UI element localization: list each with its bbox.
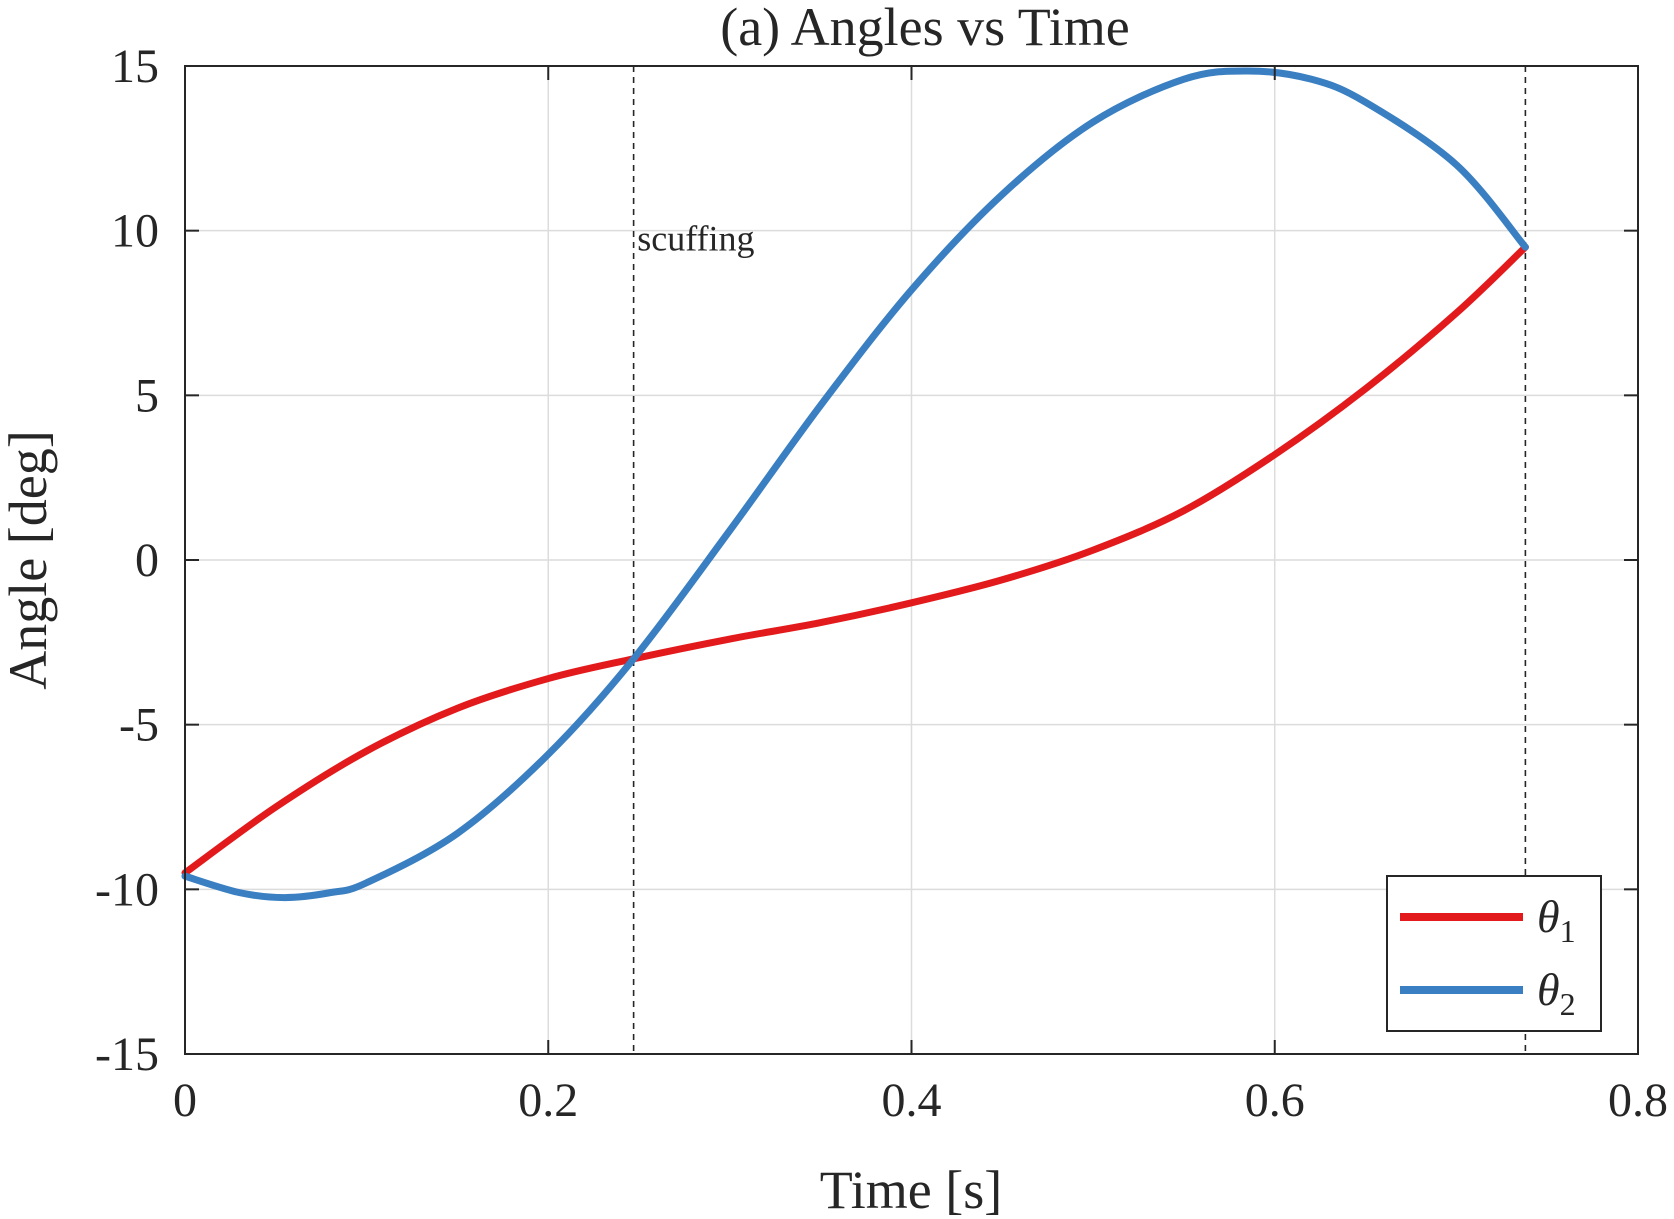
- legend-symbol-theta2: θ: [1537, 964, 1560, 1015]
- tick-labels: 0 0.2 0.4 0.6 0.8 -15 -10 -5 0 5 10 15: [95, 40, 1668, 1127]
- legend-box: [1386, 875, 1602, 1032]
- x-tick-label: 0.6: [1245, 1074, 1305, 1127]
- legend-subscript-theta1: 1: [1560, 913, 1576, 949]
- legend: θ1 θ2: [1386, 875, 1602, 1032]
- legend-subscript-theta2: 2: [1560, 986, 1576, 1022]
- series-group: [181, 67, 1529, 902]
- y-tick-label: -10: [95, 863, 159, 916]
- y-tick-label: -5: [119, 699, 159, 752]
- y-tick-label: -15: [95, 1028, 159, 1081]
- series-line-theta1: [181, 243, 1529, 877]
- legend-label-theta2: θ2: [1537, 964, 1576, 1022]
- series-line-theta2: [181, 67, 1529, 902]
- y-tick-label: 5: [135, 369, 159, 422]
- y-tick-label: 15: [111, 40, 159, 93]
- annotation-scuffing: scuffing: [637, 218, 754, 258]
- legend-symbol-theta1: θ: [1537, 891, 1560, 942]
- x-tick-label: 0.2: [518, 1074, 578, 1127]
- ticks: [184, 65, 1639, 1055]
- x-tick-label: 0.4: [882, 1074, 942, 1127]
- x-tick-label: 0.8: [1608, 1074, 1668, 1127]
- x-axis-label: Time [s]: [820, 1160, 1003, 1219]
- legend-label-theta1: θ1: [1537, 891, 1576, 949]
- x-tick-label: 0: [173, 1074, 197, 1127]
- y-axis-label: Angle [deg]: [0, 430, 58, 689]
- y-tick-label: 0: [135, 534, 159, 587]
- y-tick-label: 10: [111, 205, 159, 258]
- chart-title: (a) Angles vs Time: [720, 0, 1130, 57]
